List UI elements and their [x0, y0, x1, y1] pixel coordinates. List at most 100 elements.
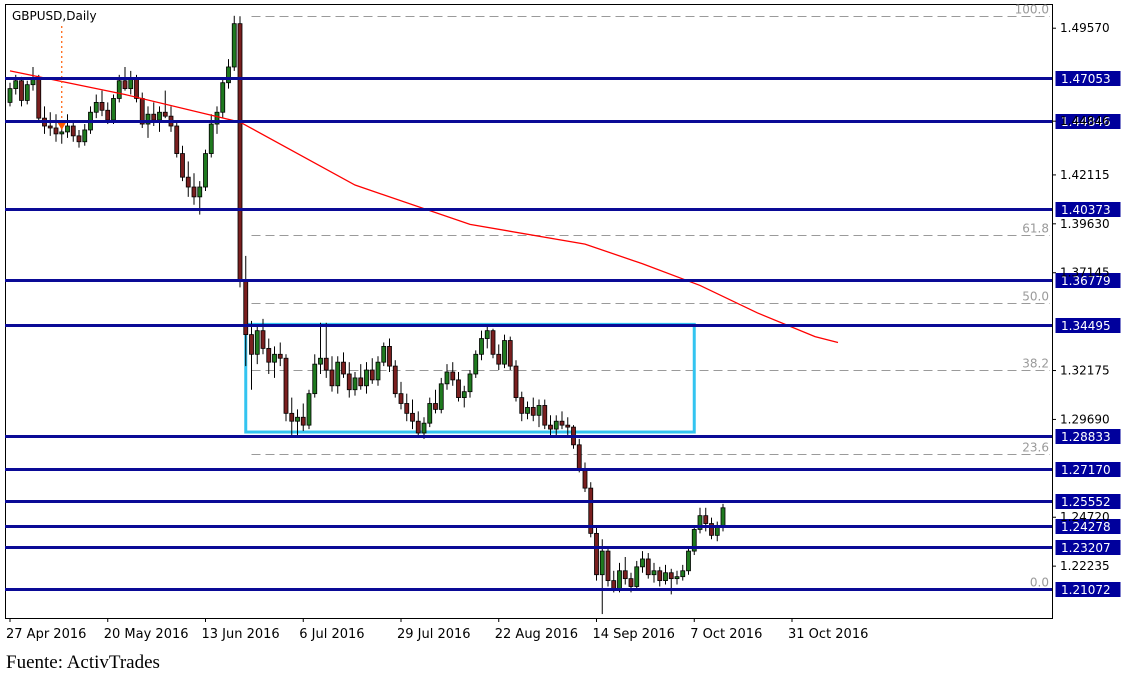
horizontal-levels: 1.47053 1.44846 1.40373 1.36779 1.34495 1.288… — [5, 70, 1122, 598]
candle — [335, 356, 341, 394]
fib-label: 50.0 — [1022, 290, 1049, 304]
x-tick-label: 6 Jul 2016 — [299, 627, 364, 642]
candle — [358, 364, 364, 390]
level-tag — [1054, 493, 1122, 510]
y-tick-label: 1.29690 — [1060, 412, 1110, 426]
x-tick-label: 31 Oct 2016 — [788, 627, 868, 642]
candle — [530, 397, 536, 422]
level: 1.21072 — [5, 581, 1122, 598]
candle-body-up — [444, 371, 450, 385]
candle-body-up — [93, 101, 99, 113]
candle — [691, 525, 697, 556]
candle-body-down — [433, 403, 438, 410]
candle — [329, 356, 335, 392]
candle-body-down — [174, 125, 180, 154]
candle — [381, 342, 387, 367]
candle-body-up — [680, 570, 686, 578]
candle-body-up — [651, 570, 657, 576]
candle — [295, 409, 300, 437]
candle-body-up — [295, 416, 300, 422]
candle — [444, 364, 450, 390]
candle-body-down — [582, 468, 588, 489]
candle-body-up — [318, 357, 323, 365]
candle — [484, 324, 490, 349]
candle-body-down — [19, 80, 24, 101]
candle — [697, 507, 703, 534]
candle — [76, 129, 82, 148]
level-tag-label: 1.34495 — [1061, 319, 1111, 333]
candle-body-down — [283, 357, 289, 414]
level-tag-label: 1.24278 — [1061, 520, 1111, 534]
candle-body-up — [226, 66, 231, 84]
candle — [415, 411, 421, 437]
candle-body-up — [691, 529, 697, 552]
candle — [323, 322, 329, 378]
level-tag-label: 1.21072 — [1061, 583, 1111, 597]
candle-body-down — [36, 78, 42, 119]
candle-body-up — [502, 340, 507, 365]
candle-body-down — [53, 127, 59, 135]
candle — [392, 360, 398, 398]
candle — [387, 338, 392, 373]
candle — [657, 566, 663, 587]
level-tag-label: 1.27170 — [1061, 463, 1111, 477]
candle — [634, 560, 640, 591]
level-tag — [1054, 539, 1122, 556]
candle — [479, 330, 484, 361]
candle — [19, 76, 24, 107]
candle — [364, 362, 369, 394]
candle-body-down — [530, 407, 536, 416]
candle-body-up — [203, 153, 208, 188]
candle — [640, 551, 645, 573]
candle-body-down — [300, 416, 306, 426]
candle-body-down — [588, 487, 594, 534]
price-axis: 1.49570 1.44846 1.42115 1.39630 1.37145 1.321… — [1052, 21, 1110, 573]
candle — [410, 399, 415, 430]
candle-body-up — [479, 338, 484, 355]
candle — [467, 370, 473, 398]
candle-body-up — [599, 550, 605, 576]
y-tick-label: 1.49570 — [1060, 21, 1110, 35]
candle — [318, 322, 323, 374]
level: 1.40373 — [5, 201, 1122, 218]
source-caption: Fuente: ActivTrades — [6, 652, 160, 673]
candle — [306, 389, 312, 430]
candle-body-up — [375, 361, 381, 381]
candle-body-up — [536, 405, 542, 416]
candle — [622, 556, 628, 585]
event-marker-arrow — [57, 122, 66, 130]
candle — [502, 334, 507, 369]
candle-body-down — [622, 570, 628, 580]
candle — [237, 16, 243, 288]
candle — [461, 385, 467, 408]
candle — [651, 562, 657, 583]
candle-body-up — [714, 527, 720, 536]
level: 1.44846 — [5, 113, 1122, 130]
candle-body-down — [237, 23, 243, 280]
candle-body-up — [208, 123, 214, 154]
candle-body-up — [272, 353, 277, 363]
y-tick-label: 1.44846 — [1060, 114, 1110, 128]
candle-body-up — [82, 129, 88, 143]
candle-body-up — [634, 566, 640, 587]
candle-body-down — [519, 397, 525, 414]
candle — [191, 173, 197, 205]
candle-body-up — [352, 377, 358, 391]
candle-body-up — [674, 576, 680, 580]
candle — [433, 389, 438, 414]
candle — [398, 381, 404, 410]
candle-body-down — [415, 420, 421, 434]
candle — [513, 360, 519, 402]
candle — [594, 527, 599, 581]
level-tag — [1054, 317, 1122, 334]
y-tick-label: 1.24720 — [1060, 510, 1110, 524]
candle — [352, 372, 358, 396]
candle — [231, 15, 237, 71]
level-tag-label: 1.28833 — [1061, 430, 1111, 444]
candle-body-up — [720, 507, 726, 528]
level-tag-label: 1.36779 — [1061, 274, 1111, 288]
level-tag — [1054, 581, 1122, 598]
candle-body-up — [427, 403, 433, 424]
level: 1.28833 — [5, 428, 1122, 445]
candle-body-down — [507, 340, 513, 367]
